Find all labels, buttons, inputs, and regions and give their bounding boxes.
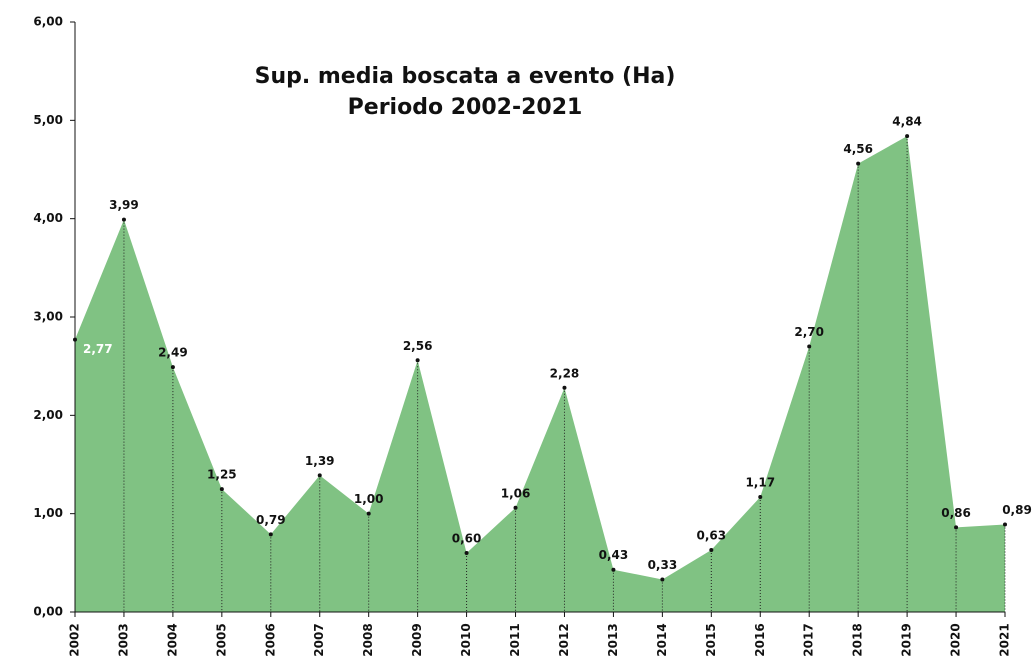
data-label: 1,06 <box>501 486 531 500</box>
point <box>366 511 371 516</box>
data-label: 2,77 <box>83 342 113 356</box>
y-tick-label: 3,00 <box>33 310 63 324</box>
data-label: 2,70 <box>794 325 824 339</box>
data-label: 0,89 <box>1002 503 1032 517</box>
data-label: 2,56 <box>403 339 433 353</box>
data-label: 3,99 <box>109 198 139 212</box>
data-label: 0,86 <box>941 506 971 520</box>
x-tick-label: 2013 <box>606 623 620 656</box>
x-tick-label: 2017 <box>802 623 816 656</box>
x-tick-label: 2011 <box>508 623 522 656</box>
x-tick-label: 2019 <box>900 623 914 656</box>
chart-subtitle: Periodo 2002-2021 <box>348 95 583 120</box>
x-tick-label: 2015 <box>704 623 718 656</box>
data-label: 4,56 <box>843 142 873 156</box>
data-label: 0,79 <box>256 513 286 527</box>
x-tick-label: 2016 <box>753 623 767 656</box>
x-tick-label: 2007 <box>312 623 326 656</box>
data-label: 0,63 <box>697 529 727 543</box>
point <box>513 505 518 510</box>
x-tick-label: 2020 <box>949 623 963 656</box>
data-label: 0,60 <box>452 532 482 546</box>
data-label: 2,49 <box>158 346 188 360</box>
point <box>317 473 322 478</box>
x-tick-label: 2010 <box>459 623 473 656</box>
data-label: 4,84 <box>892 115 922 129</box>
point <box>268 532 273 537</box>
point <box>1003 522 1007 527</box>
x-tick-label: 2009 <box>410 623 424 656</box>
data-label: 0,33 <box>648 558 678 572</box>
data-label: 0,43 <box>599 548 629 562</box>
x-tick-label: 2005 <box>214 623 228 656</box>
x-tick-label: 2003 <box>116 623 130 656</box>
point <box>121 217 126 222</box>
x-tick-label: 2021 <box>998 623 1012 656</box>
point <box>905 134 910 139</box>
point <box>856 161 861 166</box>
point <box>954 525 959 530</box>
y-tick-label: 0,00 <box>33 605 63 619</box>
y-tick-label: 5,00 <box>33 113 63 127</box>
point <box>219 487 224 492</box>
x-tick-label: 2004 <box>165 623 179 656</box>
point <box>415 358 420 363</box>
x-tick-label: 2006 <box>263 623 277 656</box>
chart-title: Sup. media boscata a evento (Ha) <box>255 64 676 89</box>
area <box>75 136 1005 613</box>
y-tick-label: 1,00 <box>33 506 63 520</box>
point <box>611 567 616 572</box>
x-tick-label: 2012 <box>557 623 571 656</box>
point <box>170 365 175 370</box>
data-label: 1,25 <box>207 468 237 482</box>
x-tick-label: 2002 <box>68 623 82 656</box>
x-tick-label: 2008 <box>361 623 375 656</box>
data-label: 1,39 <box>305 454 335 468</box>
x-tick-label: 2014 <box>655 623 669 656</box>
y-tick-label: 4,00 <box>33 211 63 225</box>
point <box>660 577 665 582</box>
y-tick-label: 2,00 <box>33 408 63 422</box>
point <box>758 494 763 499</box>
point <box>709 548 714 553</box>
y-tick-label: 6,00 <box>33 15 63 29</box>
data-label: 1,00 <box>354 492 384 506</box>
point <box>464 551 469 555</box>
point <box>562 385 567 390</box>
data-label: 2,28 <box>550 366 580 380</box>
x-tick-label: 2018 <box>851 623 865 656</box>
data-label: 1,17 <box>745 475 775 489</box>
point <box>807 344 812 349</box>
